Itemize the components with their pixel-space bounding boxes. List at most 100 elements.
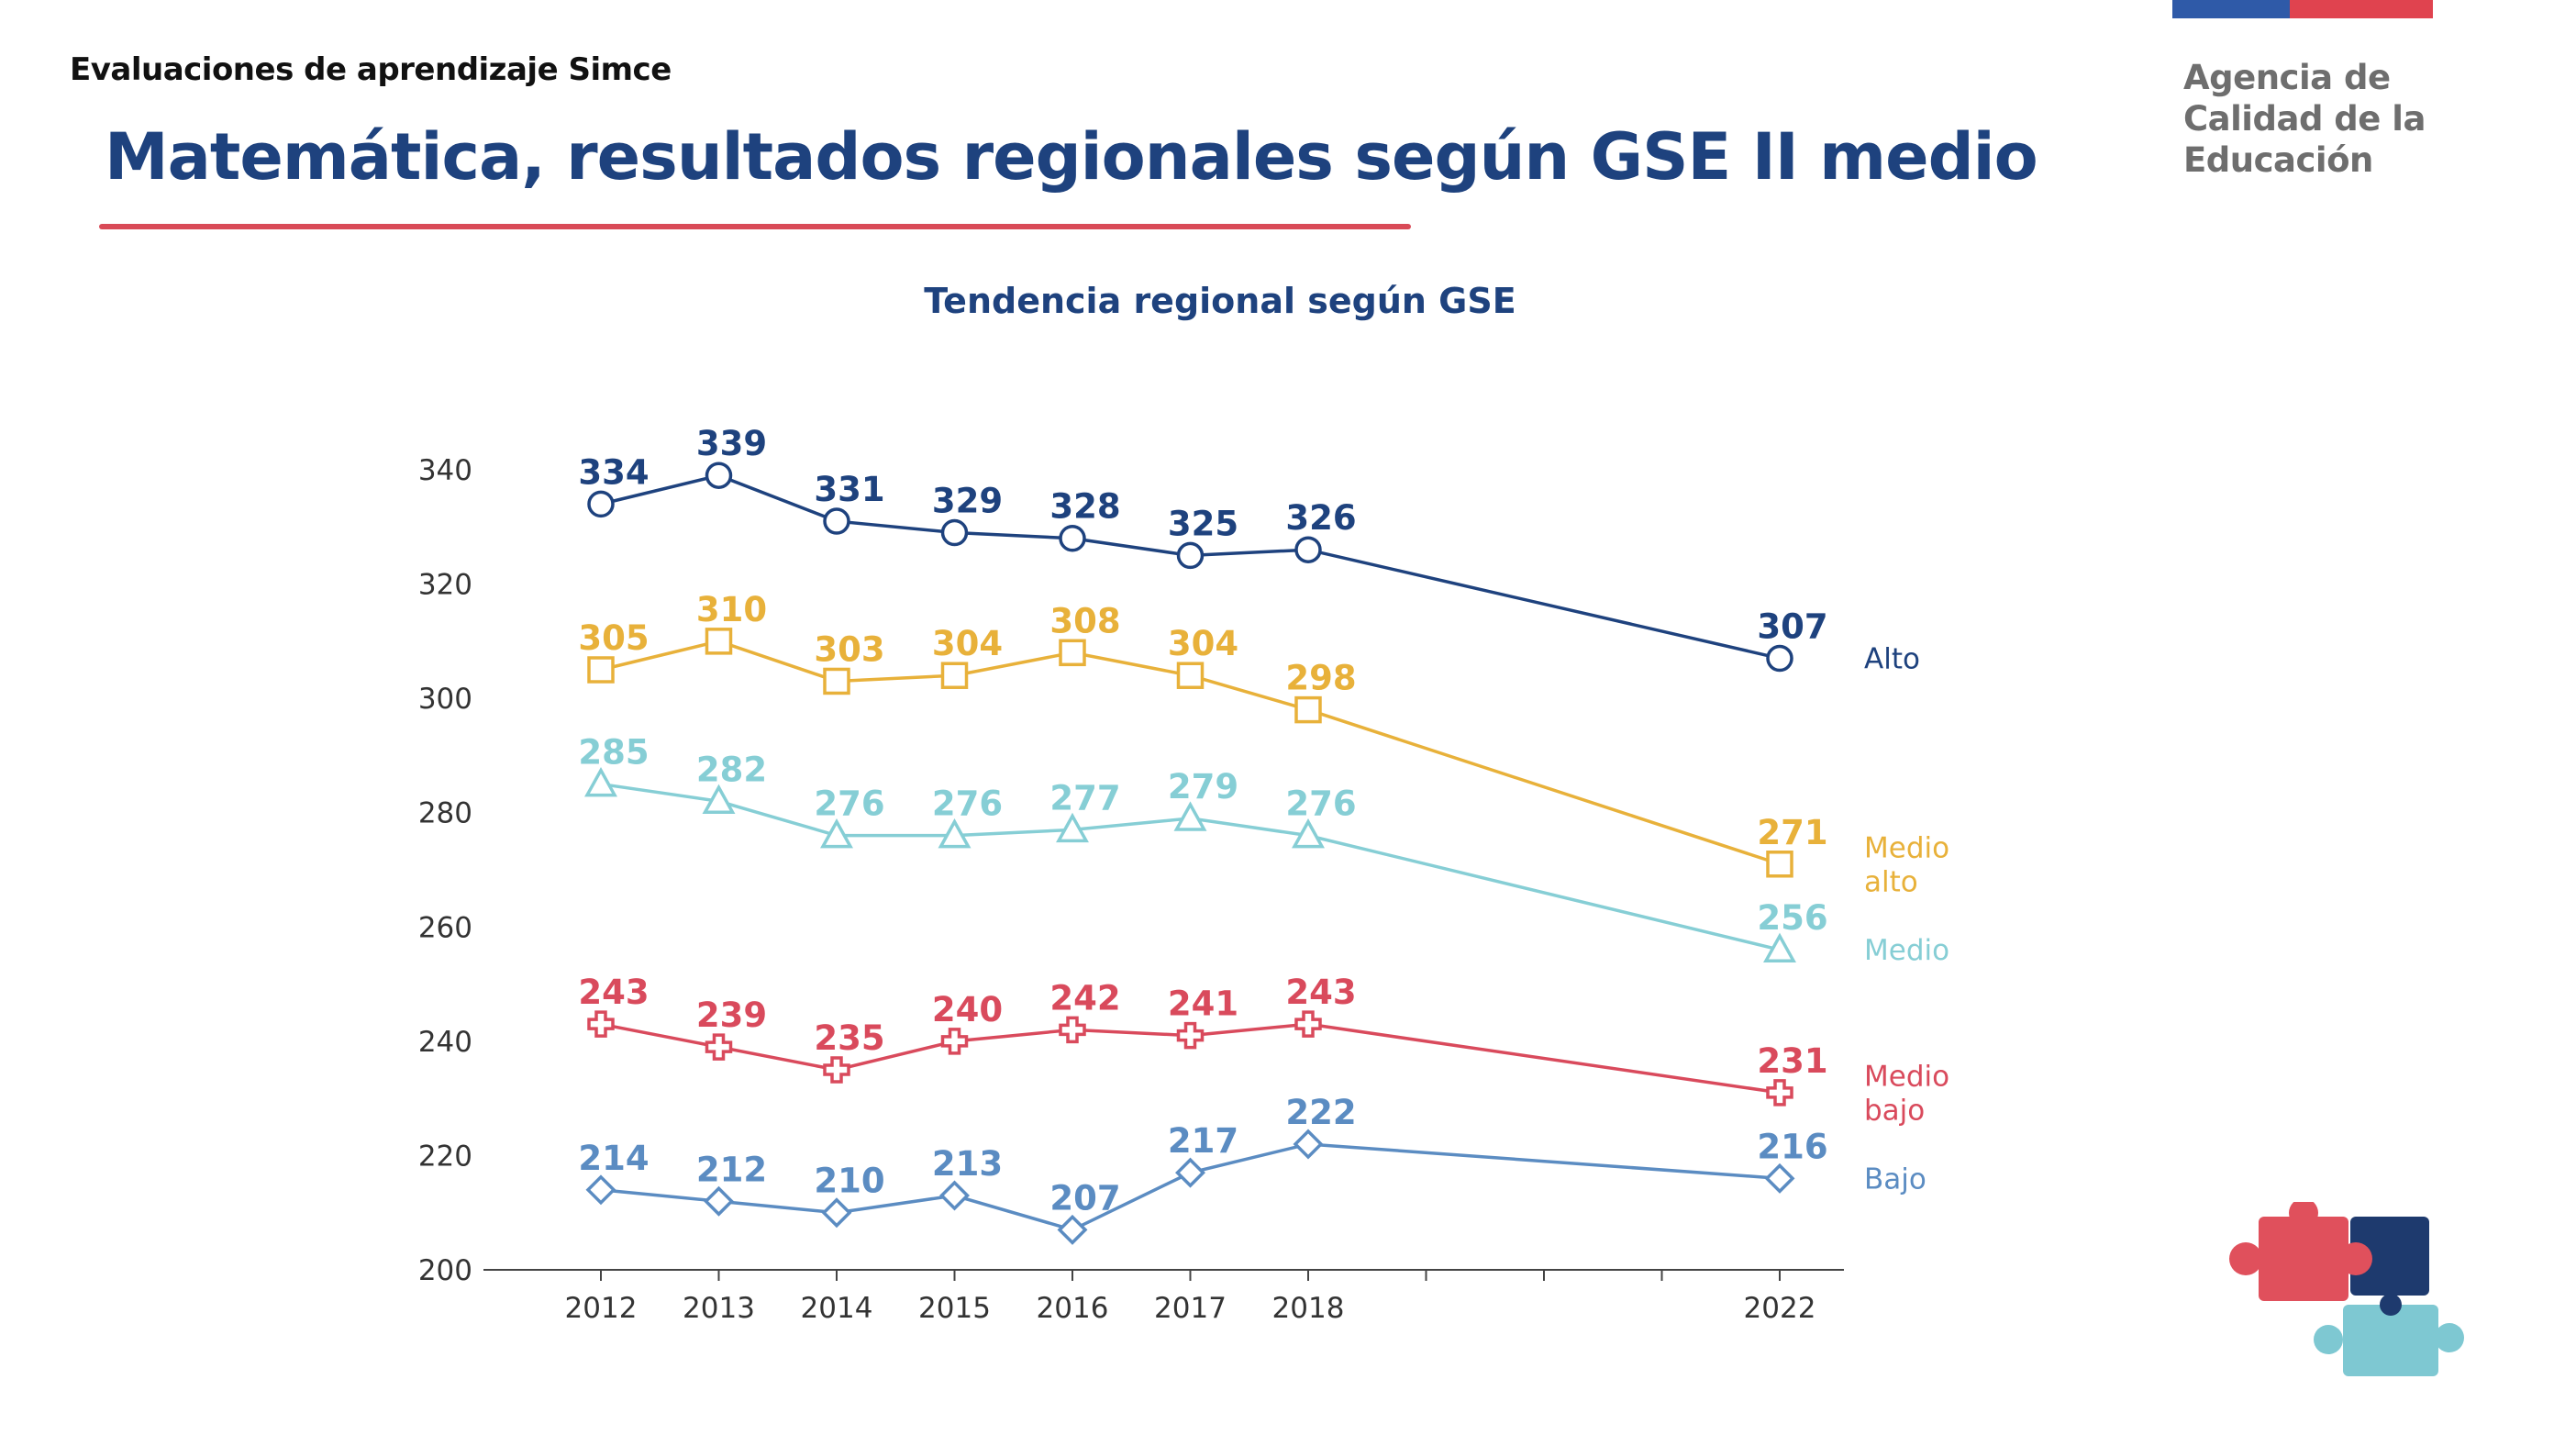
data-point [1056,812,1089,843]
data-label: 242 [1049,978,1120,1018]
data-point [821,1197,852,1229]
data-label: 216 [1757,1127,1827,1166]
puzzle-knob-red-right [2339,1242,2372,1275]
x-tick-label: 2013 [683,1292,755,1325]
y-tick-label: 200 [418,1254,472,1287]
data-label: 231 [1757,1041,1827,1081]
legend-label: alto [1864,865,1918,898]
x-tick-label: 2015 [918,1292,991,1325]
puzzle-pieces-icon [2229,1202,2464,1376]
data-label: 276 [1285,784,1356,824]
data-label: 310 [696,590,767,629]
data-label: 328 [1049,487,1120,527]
data-label: 334 [578,452,649,492]
data-point [1764,1162,1795,1194]
brand-flag-bar [2172,0,2433,18]
data-point [1173,801,1207,831]
data-label: 303 [814,629,884,669]
data-point [940,1028,969,1055]
data-point [939,1180,970,1211]
data-label: 243 [1285,973,1356,1012]
x-tick-label: 2014 [801,1292,873,1325]
section-label: Evaluaciones de aprendizaje Simce [70,51,672,88]
data-point [702,784,736,815]
data-label: 308 [1049,601,1120,640]
data-point [587,1010,615,1038]
data-point [823,507,850,535]
data-label: 304 [1168,624,1238,663]
series-line [600,1142,1781,1232]
agency-logo-text: Agencia de Calidad de la Educación [2183,57,2426,181]
data-point [705,462,733,489]
data-point [1294,536,1322,563]
data-point [940,662,969,689]
data-label: 307 [1757,607,1827,647]
data-point [1057,1214,1088,1245]
data-label: 326 [1285,498,1356,538]
data-label: 304 [932,624,1003,663]
data-label: 240 [932,990,1003,1029]
legend-label: Medio [1864,1060,1949,1093]
x-tick-label: 2017 [1154,1292,1227,1325]
data-label: 212 [696,1150,767,1189]
x-tick-label: 2018 [1272,1292,1345,1325]
data-point [1763,932,1796,962]
title-underline [99,224,1411,229]
data-point [938,818,972,849]
legend-label: Medio [1864,831,1949,864]
data-point [705,628,733,655]
puzzle-knob-teal-left [2314,1325,2343,1354]
series-line [600,640,1781,866]
data-label: 243 [578,973,649,1012]
data-label: 210 [814,1162,884,1201]
data-point [585,1174,616,1206]
y-tick-label: 280 [418,797,472,830]
data-point [1292,818,1325,849]
y-tick-label: 220 [418,1140,472,1173]
puzzle-knob-teal-right [2435,1323,2464,1352]
data-point [1293,1129,1324,1160]
puzzle-piece-red [2259,1217,2348,1301]
data-label: 235 [814,1018,884,1058]
data-point [940,518,969,547]
legend-label: Medio [1864,934,1949,967]
data-label: 271 [1757,813,1827,852]
data-label: 256 [1757,898,1827,938]
x-tick-label: 2016 [1037,1292,1109,1325]
series-line [600,473,1781,661]
y-tick-label: 260 [418,911,472,944]
data-point [1176,1021,1205,1050]
agency-line-3: Educación [2183,140,2373,180]
data-label: 331 [814,470,884,509]
data-label: 329 [932,482,1003,521]
data-point [1059,524,1086,552]
data-label: 279 [1168,767,1238,806]
puzzle-piece-navy [2350,1217,2429,1296]
data-label: 282 [696,750,767,789]
data-point [1175,1157,1205,1188]
agency-line-1: Agencia de [2183,58,2391,97]
data-point [1766,1079,1793,1107]
data-label: 339 [696,424,767,463]
x-tick-label: 2022 [1744,1292,1816,1325]
legend-label: Bajo [1864,1162,1926,1196]
data-label: 214 [578,1139,649,1178]
data-label: 207 [1049,1178,1120,1218]
data-point [1176,662,1205,689]
flag-blue-segment [2172,0,2290,18]
data-point [587,656,615,684]
data-label: 213 [932,1144,1003,1184]
data-point [1176,541,1205,570]
legend-label: Alto [1864,643,1920,676]
data-label: 276 [932,784,1003,824]
x-tick-label: 2012 [565,1292,638,1325]
data-point [704,1185,734,1217]
agency-line-2: Calidad de la [2183,99,2426,139]
data-point [823,1056,850,1084]
data-label: 325 [1168,504,1238,543]
puzzle-knob-navy-bottom [2380,1294,2402,1316]
data-point [587,490,615,518]
data-point [1766,644,1793,673]
data-label: 298 [1285,659,1356,698]
data-label: 305 [578,618,649,658]
